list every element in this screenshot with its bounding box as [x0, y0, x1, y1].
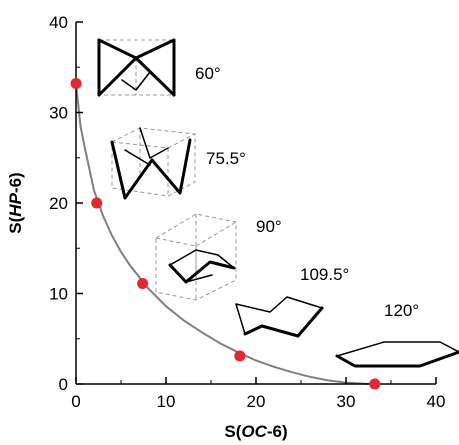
angle-label-75-5: 75.5°	[206, 149, 246, 168]
data-point	[234, 350, 246, 362]
x-axis-title: S(OC-6)	[224, 422, 287, 441]
y-tick-labels: 0 10 20 30 40	[49, 13, 68, 394]
data-point	[137, 278, 149, 290]
y-tick-label: 30	[49, 104, 68, 123]
y-ticks	[76, 21, 83, 385]
y-tick-label: 0	[59, 375, 68, 394]
y-tick-label: 10	[49, 285, 68, 304]
data-point	[91, 197, 103, 209]
y-axis-title: S(HP-6)	[6, 172, 25, 233]
x-ticks	[75, 377, 437, 384]
y-tick-label: 20	[49, 194, 68, 213]
twisted-prism-shape-icon	[110, 127, 196, 200]
data-point	[70, 78, 82, 90]
angle-label-109-5: 109.5°	[300, 265, 349, 284]
x-tick-labels: 0 10 20 30 40	[71, 392, 445, 411]
series-fit-curve	[75, 83, 375, 385]
x-tick-label: 10	[157, 392, 176, 411]
y-tick-label: 40	[49, 13, 68, 32]
data-points	[70, 78, 381, 390]
angle-label-60: 60°	[195, 64, 221, 83]
data-point	[369, 378, 381, 390]
trigonal-prism-shape-icon	[97, 38, 176, 97]
x-tick-label: 40	[427, 392, 446, 411]
x-tick-label: 0	[71, 392, 80, 411]
chair-hexagon-shape-icon	[235, 296, 324, 338]
angle-label-120: 120°	[384, 301, 419, 320]
chair-in-cube-shape-icon	[155, 213, 237, 301]
x-tick-label: 30	[337, 392, 356, 411]
flat-hexagon-shape-icon	[335, 341, 459, 368]
x-tick-label: 20	[247, 392, 266, 411]
angle-label-90: 90°	[256, 217, 282, 236]
